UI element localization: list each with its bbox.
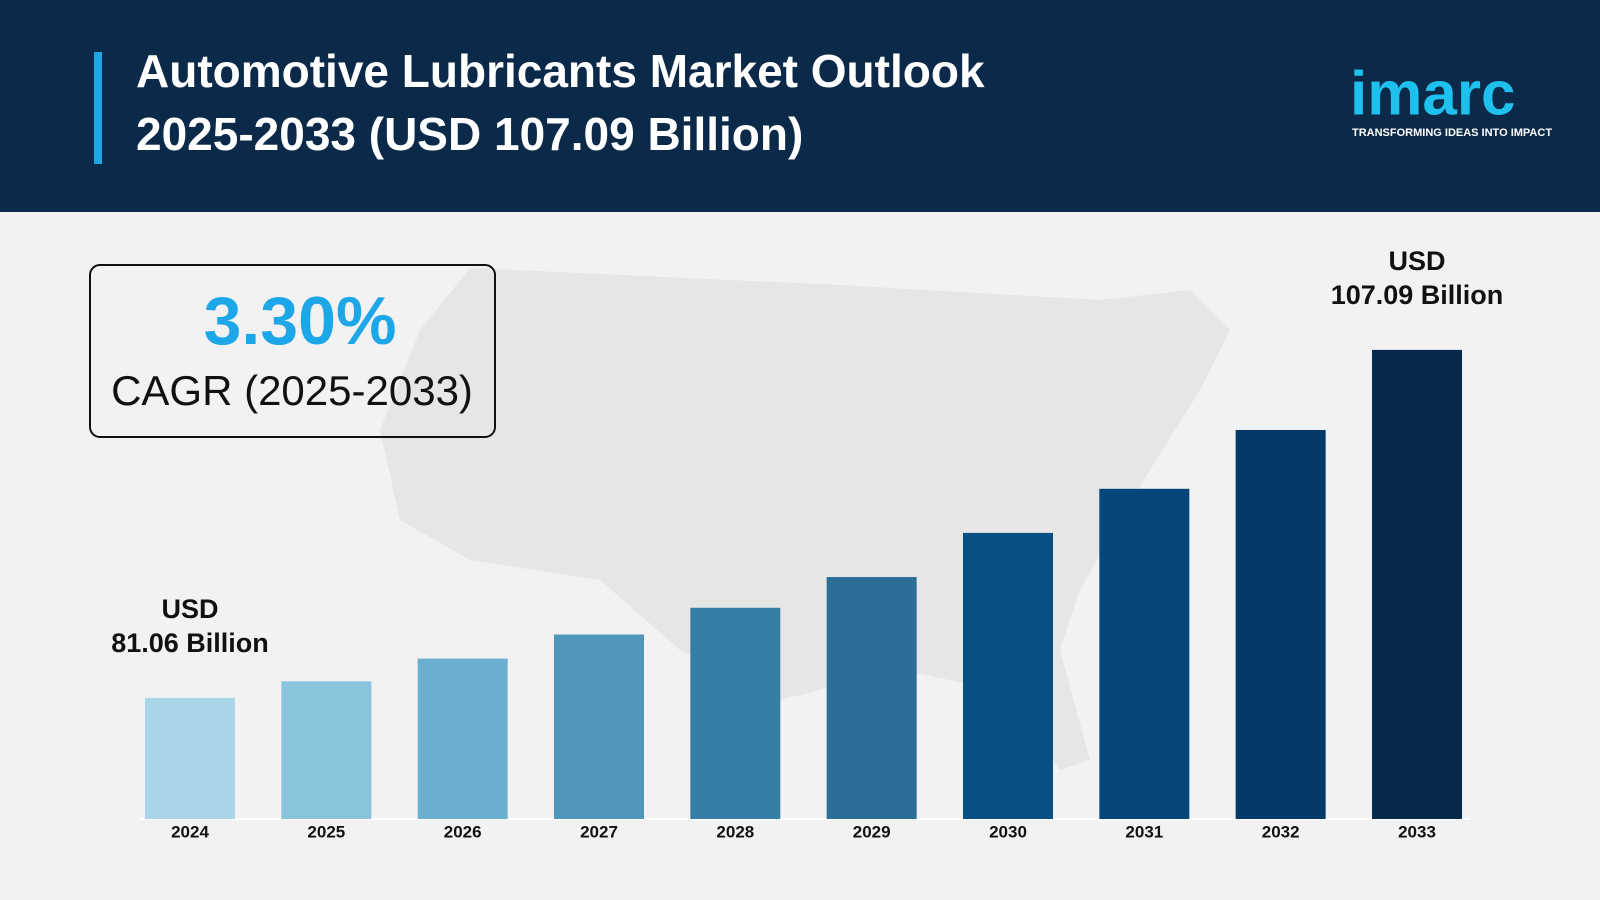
cagr-value: 3.30% — [204, 283, 397, 359]
bar — [1372, 349, 1462, 819]
title: 2025-2033 (USD 107.09 Billion) — [136, 108, 803, 160]
bar — [145, 697, 235, 819]
value-label-line: USD — [1388, 246, 1445, 276]
cagr-box — [89, 264, 496, 438]
x-tick-label: 2033 — [1398, 822, 1436, 841]
x-tick-label: 2030 — [989, 822, 1027, 841]
x-tick-label: 2024 — [171, 822, 209, 841]
value-label: USD 107.09 Billion — [1331, 246, 1504, 310]
x-tick-label: 2029 — [853, 822, 891, 841]
x-tick-label: 2026 — [444, 822, 482, 841]
bar — [1099, 488, 1190, 819]
title-accent — [94, 52, 102, 164]
bar — [963, 532, 1053, 819]
bar — [417, 658, 508, 819]
x-tick-label: 2031 — [1125, 822, 1163, 841]
bar — [281, 681, 372, 819]
bar — [690, 607, 781, 819]
value-label-line: 81.06 Billion — [111, 628, 269, 658]
header — [0, 0, 1600, 212]
bar — [826, 577, 917, 819]
bar — [1235, 429, 1326, 819]
value-label: USD 81.06 Billion — [111, 594, 269, 658]
cagr-label: CAGR (2025-2033) — [111, 367, 473, 414]
value-label-line: 107.09 Billion — [1331, 280, 1504, 310]
x-tick-label: 2025 — [307, 822, 345, 841]
x-tick-label: 2028 — [716, 822, 754, 841]
x-tick-label: 2032 — [1262, 822, 1300, 841]
title: Automotive Lubricants Market Outlook — [136, 45, 985, 97]
logo: imarc — [1350, 59, 1515, 128]
bar — [554, 634, 644, 819]
tagline: TRANSFORMING IDEAS INTO IMPACT — [1352, 127, 1552, 139]
x-tick-label: 2027 — [580, 822, 618, 841]
value-label-line: USD — [161, 594, 218, 624]
